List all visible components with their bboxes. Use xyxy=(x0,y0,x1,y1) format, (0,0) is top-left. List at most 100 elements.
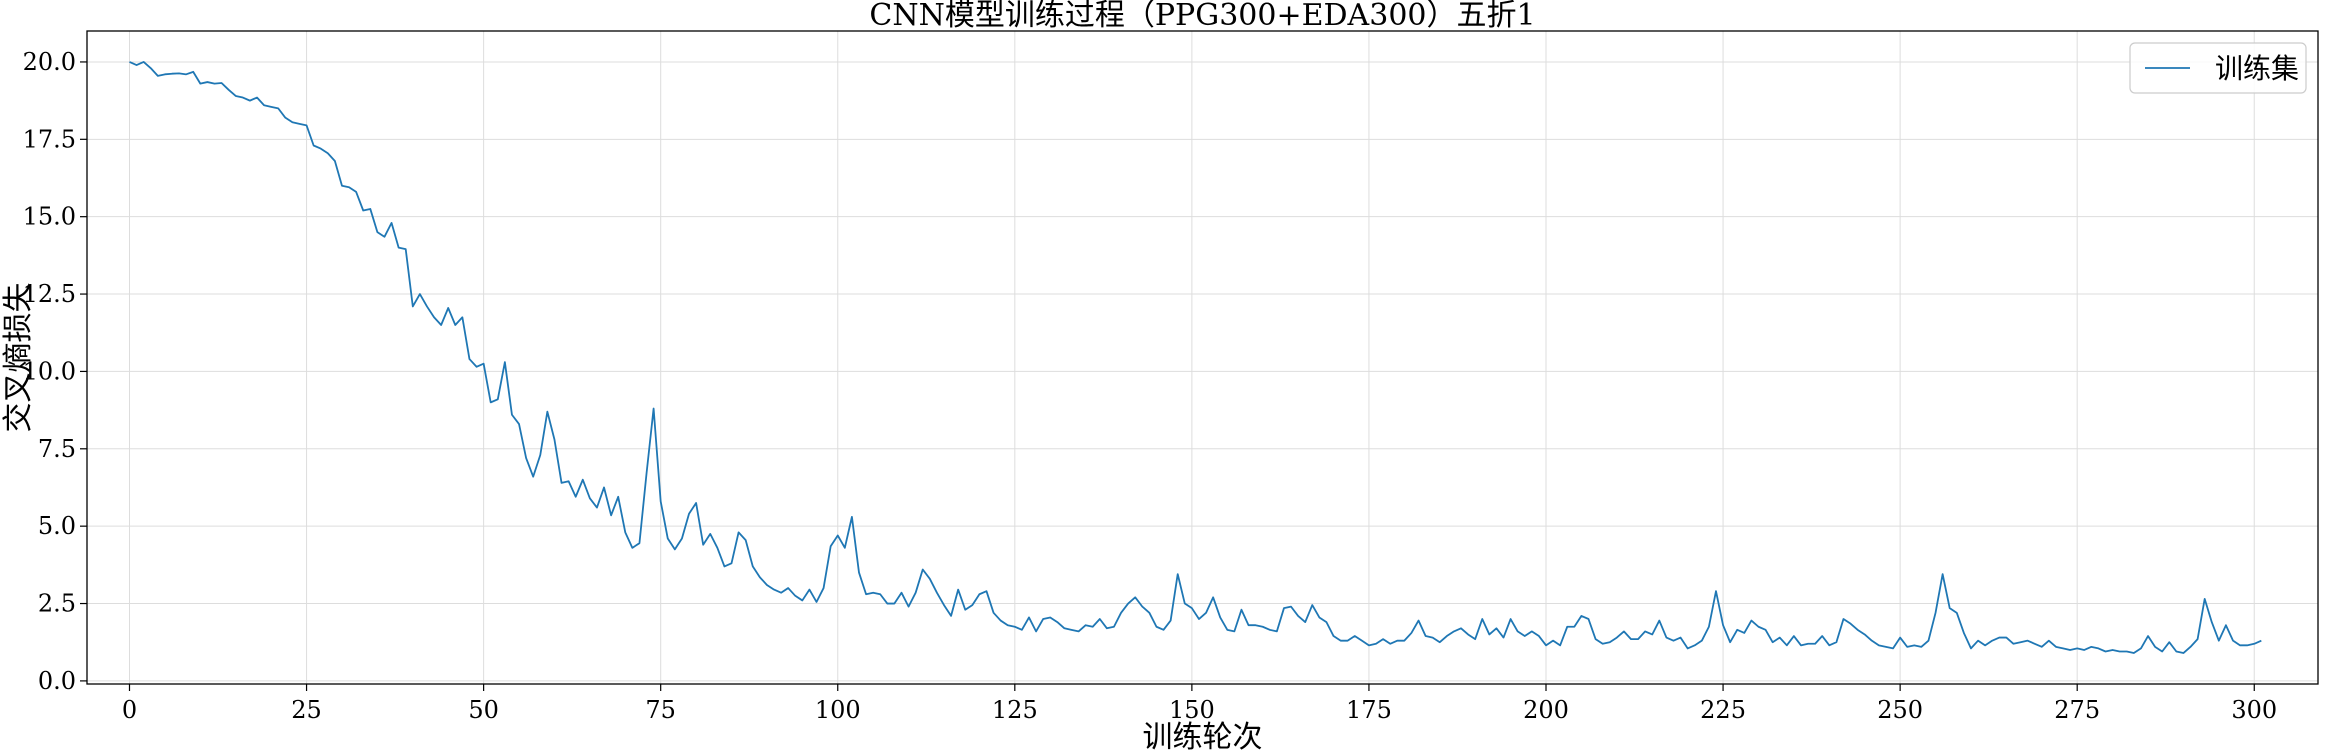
data-point xyxy=(1836,641,1838,643)
data-point xyxy=(285,117,287,119)
data-point xyxy=(1928,640,1930,642)
data-point xyxy=(221,82,223,84)
data-point xyxy=(1666,637,1668,639)
data-point xyxy=(1127,603,1129,605)
data-point xyxy=(1524,635,1526,637)
data-point xyxy=(972,604,974,606)
data-point xyxy=(157,75,159,77)
data-point xyxy=(1984,645,1986,647)
data-point xyxy=(1850,623,1852,625)
data-point xyxy=(2147,635,2149,637)
data-point xyxy=(263,104,265,106)
data-point xyxy=(1184,603,1186,605)
data-point xyxy=(1248,624,1250,626)
data-point xyxy=(837,535,839,537)
data-point xyxy=(1474,638,1476,640)
data-point xyxy=(1064,627,1066,629)
data-point xyxy=(1503,637,1505,639)
data-point xyxy=(1078,631,1080,633)
data-point xyxy=(908,606,910,608)
data-point xyxy=(632,547,634,549)
tick-layer: 0 25 50 75 100 125 150 175 200 225 250 275 300 0.0 2.5… xyxy=(23,48,2278,724)
data-point xyxy=(150,67,152,69)
data-point xyxy=(809,589,811,591)
data-point xyxy=(993,612,995,614)
data-point xyxy=(610,515,612,517)
data-point xyxy=(2083,649,2085,651)
data-point xyxy=(2140,648,2142,650)
data-point xyxy=(1588,618,1590,620)
y-tick-label: 20.0 xyxy=(23,48,76,76)
data-point xyxy=(1283,607,1285,609)
data-point xyxy=(1956,612,1958,614)
y-tick-label: 7.5 xyxy=(38,435,76,463)
data-point xyxy=(1857,629,1859,631)
data-point xyxy=(1581,615,1583,617)
data-point xyxy=(164,74,166,76)
data-point xyxy=(1630,638,1632,640)
data-point xyxy=(1205,612,1207,614)
data-point xyxy=(603,487,605,489)
data-point xyxy=(1439,641,1441,643)
data-point xyxy=(1602,643,1604,645)
data-point xyxy=(377,231,379,233)
data-point xyxy=(235,95,237,97)
data-point xyxy=(979,593,981,595)
data-point xyxy=(511,414,513,416)
data-point xyxy=(1531,631,1533,633)
data-point xyxy=(858,572,860,574)
data-point xyxy=(1092,626,1094,628)
data-point xyxy=(242,97,244,99)
data-point xyxy=(270,106,272,108)
data-point xyxy=(575,496,577,498)
data-point xyxy=(1021,629,1023,631)
data-point xyxy=(582,479,584,481)
data-point xyxy=(1899,637,1901,639)
chart-title: CNN模型训练过程（PPG300+EDA300）五折1 xyxy=(869,0,1535,33)
data-point xyxy=(2041,646,2043,648)
data-point xyxy=(752,566,754,568)
data-point xyxy=(256,97,258,99)
data-point xyxy=(1304,621,1306,623)
data-point xyxy=(1241,609,1243,611)
data-point xyxy=(384,236,386,238)
data-point xyxy=(2190,646,2192,648)
data-point xyxy=(894,603,896,605)
data-point xyxy=(1970,648,1972,650)
data-point xyxy=(688,513,690,515)
data-point xyxy=(802,600,804,602)
data-point xyxy=(292,122,294,124)
data-point xyxy=(1623,631,1625,633)
data-point xyxy=(1793,635,1795,637)
data-point xyxy=(497,398,499,400)
data-point xyxy=(1566,626,1568,628)
y-tick-label: 12.5 xyxy=(23,280,76,308)
data-point xyxy=(1375,643,1377,645)
data-point xyxy=(1574,626,1576,628)
data-point xyxy=(1311,604,1313,606)
data-point xyxy=(2218,640,2220,642)
data-point xyxy=(1042,618,1044,620)
data-point xyxy=(702,544,704,546)
data-point xyxy=(639,542,641,544)
data-point xyxy=(277,108,279,110)
data-point xyxy=(2126,651,2128,653)
data-point xyxy=(780,592,782,594)
data-point xyxy=(872,592,874,594)
data-point xyxy=(561,482,563,484)
data-point xyxy=(1552,640,1554,642)
data-point xyxy=(1276,631,1278,633)
data-point xyxy=(2225,624,2227,626)
data-point xyxy=(1149,612,1151,614)
data-point xyxy=(964,609,966,611)
data-point xyxy=(816,601,818,603)
data-point xyxy=(433,316,435,318)
data-point xyxy=(653,408,655,410)
data-point xyxy=(596,507,598,509)
data-point xyxy=(1489,634,1491,636)
data-point xyxy=(1821,635,1823,637)
x-tick-label: 300 xyxy=(2231,696,2277,724)
data-point xyxy=(1177,573,1179,575)
data-point xyxy=(1878,645,1880,647)
